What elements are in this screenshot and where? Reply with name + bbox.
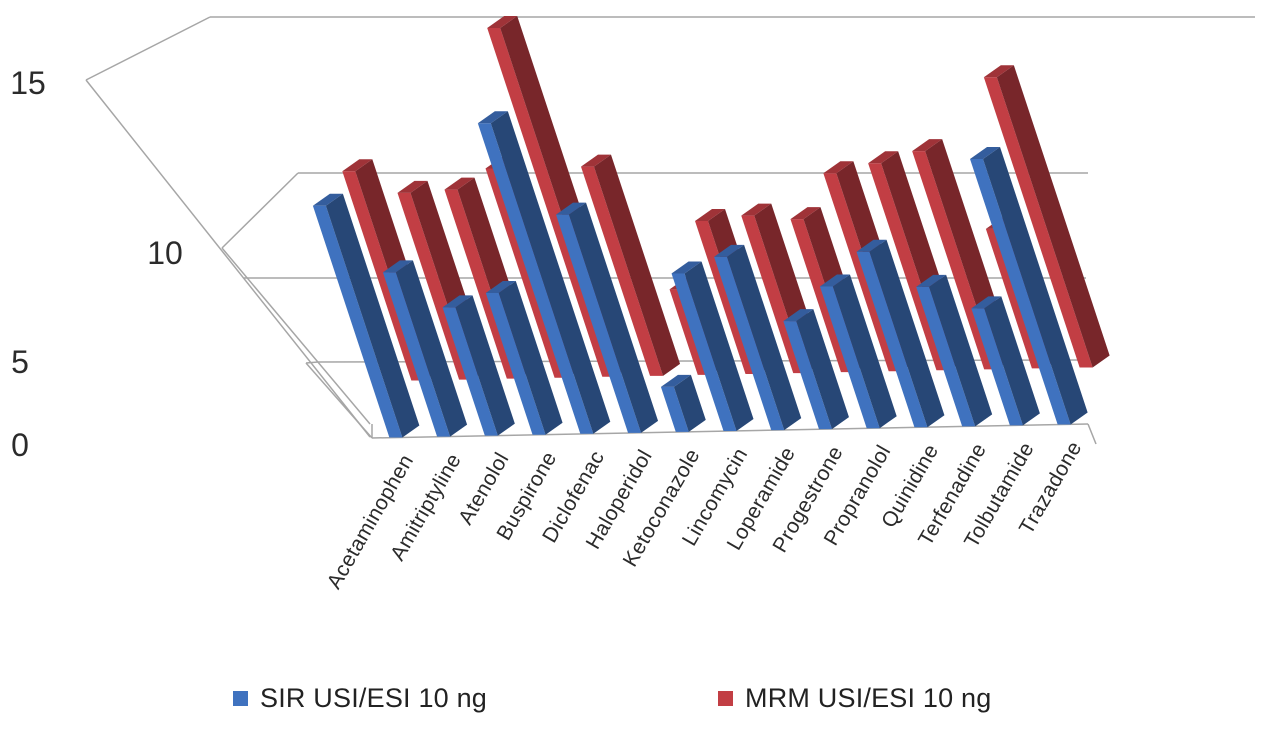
bar-sir-lincomycin xyxy=(671,273,737,431)
bar-sir-amitriptyline-side xyxy=(395,260,468,437)
bar-sir-buspirone-top xyxy=(485,280,516,293)
side-wall-line xyxy=(85,16,211,81)
side-wall-line xyxy=(85,79,371,438)
side-wall-line xyxy=(305,361,319,364)
bar-sir-progestrone-side xyxy=(796,309,849,430)
bar-sir-amitriptyline-top xyxy=(382,260,413,273)
bar-sir-loperamide-top xyxy=(714,244,745,257)
bar-sir-propranolol-side xyxy=(832,274,897,429)
bar-sir-propranolol-top xyxy=(819,274,850,287)
bar-sir-progestrone xyxy=(783,321,832,430)
bar-sir-ketoconazole xyxy=(660,386,689,432)
bar-sir-loperamide xyxy=(714,256,785,431)
floor-right-edge xyxy=(1087,423,1097,445)
bar-mrm-acetaminophen-top xyxy=(342,159,373,172)
bar-sir-acetaminophen-side xyxy=(325,193,420,438)
bar-sir-trazadone xyxy=(970,158,1071,425)
bar-mrm-quinidine-top xyxy=(868,151,899,164)
y-tick-label: 15 xyxy=(10,65,46,101)
legend-label-mrm: MRM USI/ESI 10 ng xyxy=(745,682,992,713)
bar-mrm-atenolol-top xyxy=(444,177,475,190)
y-tick-label: 0 xyxy=(11,427,29,463)
legend-item-mrm: MRM USI/ESI 10 ng xyxy=(718,678,991,718)
y-tick-label: 5 xyxy=(11,344,29,380)
bar-sir-progestrone-top xyxy=(783,309,814,322)
bar-mrm-trazadone-side xyxy=(996,65,1110,368)
bar-sir-loperamide-side xyxy=(727,244,802,431)
bars xyxy=(312,16,1110,438)
bar-sir-ketoconazole-top xyxy=(660,374,691,387)
bar-sir-tolbutamide xyxy=(971,308,1023,426)
bar-mrm-loperamide-top xyxy=(741,203,772,216)
bar-mrm-terfenadine-top xyxy=(912,139,943,152)
bar-sir-lincomycin-top xyxy=(671,261,702,274)
bar-sir-buspirone-side xyxy=(498,280,563,435)
legend-label-sir: SIR USI/ESI 10 ng xyxy=(260,682,488,713)
bar-sir-acetaminophen-top xyxy=(312,193,343,206)
grid-layer xyxy=(85,16,1255,445)
bar-mrm-progestrone-top xyxy=(790,207,821,220)
bar-sir-atenolol-top xyxy=(442,295,473,308)
bar-sir-diclofenac xyxy=(477,123,594,434)
bar-mrm-amitriptyline-top xyxy=(397,180,428,193)
bar-sir-ketoconazole-side xyxy=(673,374,706,432)
bar-mrm-haloperidol xyxy=(580,166,664,376)
bar-sir-amitriptyline xyxy=(382,272,451,437)
bar-mrm-haloperidol-top xyxy=(580,154,611,167)
bar-mrm-lincomycin-top xyxy=(695,209,726,221)
bar-sir-trazadone-top xyxy=(970,146,1001,159)
bar-sir-atenolol-side xyxy=(455,295,515,436)
bar-sir-quinidine-top xyxy=(856,239,887,252)
bar-sir-terfenadine-side xyxy=(929,274,993,427)
bar-sir-diclofenac-top xyxy=(477,111,508,124)
bar-sir-haloperidol xyxy=(556,214,642,433)
bar-sir-propranolol xyxy=(819,286,880,429)
bar-sir-haloperidol-top xyxy=(556,202,587,215)
bar-sir-quinidine-side xyxy=(869,239,945,428)
bar-sir-terfenadine-top xyxy=(916,274,947,287)
legend-swatch-sir xyxy=(233,690,248,706)
bar-sir-atenolol xyxy=(442,307,498,436)
bar-mrm-diclofenac-top xyxy=(487,16,518,29)
side-wall-line xyxy=(221,247,371,425)
side-wall-line xyxy=(221,172,299,249)
legend-item-sir: SIR USI/ESI 10 ng xyxy=(233,678,487,718)
bar-sir-lincomycin-side xyxy=(684,261,754,431)
bar-mrm-trazadone xyxy=(983,77,1093,368)
bar-sir-haloperidol-side xyxy=(569,202,659,433)
x-axis-ticks: AcetaminophenAmitriptylineAtenololBuspir… xyxy=(323,437,1087,592)
bar-sir-tolbutamide-top xyxy=(971,296,1002,309)
bar-mrm-haloperidol-side xyxy=(593,154,681,376)
bar-sir-quinidine xyxy=(856,251,928,428)
bar-sir-terfenadine xyxy=(916,286,976,427)
bar-sir-trazadone-side xyxy=(983,146,1088,425)
bar-sir-acetaminophen xyxy=(312,205,403,438)
legend-swatch-mrm xyxy=(718,690,733,706)
bar-mrm-trazadone-top xyxy=(983,65,1014,78)
y-axis-ticks: 0 5 10 15 xyxy=(10,65,183,463)
y-tick-label: 10 xyxy=(147,235,183,271)
bar-sir-tolbutamide-side xyxy=(984,296,1040,426)
bar-mrm-propranolol-top xyxy=(823,161,854,174)
bar-sir-diclofenac-side xyxy=(490,111,611,434)
bar-sir-buspirone xyxy=(485,292,546,435)
